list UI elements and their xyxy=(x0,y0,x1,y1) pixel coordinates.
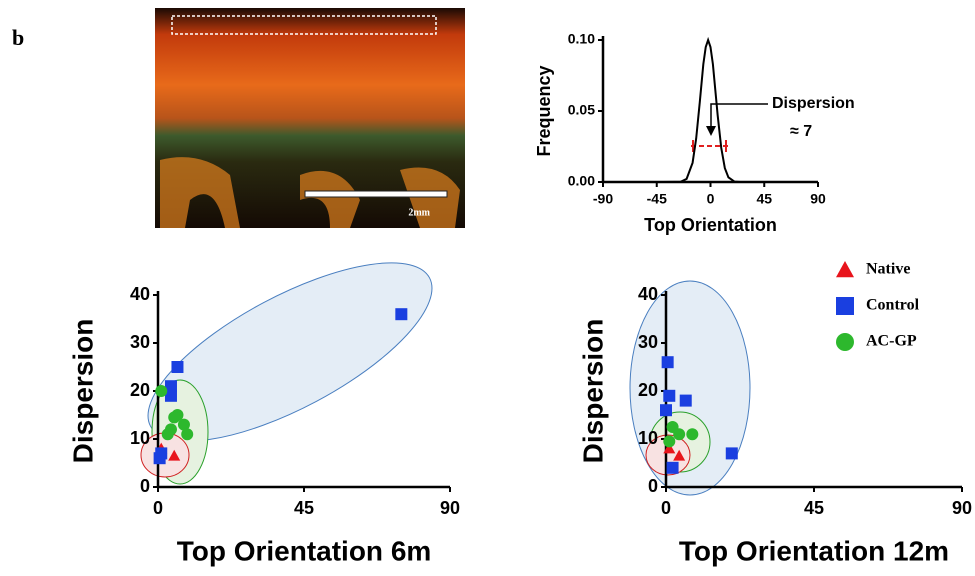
panel-label: b xyxy=(12,25,24,50)
y-tick-label: 40 xyxy=(638,284,658,304)
legend-label: Native xyxy=(866,261,910,278)
y-axis-label: Dispersion xyxy=(577,319,608,464)
scale-bar xyxy=(305,191,447,197)
annotation: Dispersion xyxy=(772,95,855,112)
x-tick-label: 90 xyxy=(810,191,826,207)
y-axis-label: Frequency xyxy=(534,65,554,156)
circle-marker xyxy=(155,385,167,397)
legend-label: AC-GP xyxy=(866,333,917,350)
y-tick-label: 0.00 xyxy=(568,173,595,189)
legend-label: Control xyxy=(866,297,920,314)
scale-bar-label: 2mm xyxy=(408,207,430,218)
x-tick-label: 0 xyxy=(661,498,671,518)
y-tick-label: 0.05 xyxy=(568,102,595,118)
y-tick-label: 0.10 xyxy=(568,31,595,47)
y-axis-label: Dispersion xyxy=(67,319,98,464)
triangle-marker xyxy=(836,261,854,277)
x-tick-label: 45 xyxy=(804,498,824,518)
annotation: ≈ 7 xyxy=(790,123,812,140)
figure: b 2mm Dispersion ≈ 7 0.00 0.05 0.10 -90 -45 0… xyxy=(0,0,975,571)
circle-marker xyxy=(168,411,180,423)
y-tick-label: 10 xyxy=(130,428,150,448)
square-marker xyxy=(395,308,407,320)
square-marker xyxy=(667,462,679,474)
y-tick-label: 30 xyxy=(130,332,150,352)
square-marker xyxy=(171,361,183,373)
x-tick-label: 0 xyxy=(707,191,715,207)
y-tick-label: 30 xyxy=(638,332,658,352)
x-tick-label: -90 xyxy=(593,191,613,207)
y-tick-label: 40 xyxy=(130,284,150,304)
y-tick-label: 0 xyxy=(140,476,150,496)
y-tick-label: 10 xyxy=(638,428,658,448)
square-marker xyxy=(836,297,854,315)
square-marker xyxy=(680,395,692,407)
x-tick-label: 45 xyxy=(756,191,772,207)
x-tick-label: 90 xyxy=(952,498,972,518)
x-tick-label: -45 xyxy=(647,191,667,207)
circle-marker xyxy=(686,428,698,440)
circle-marker xyxy=(673,428,685,440)
circle-marker xyxy=(663,435,675,447)
circle-marker xyxy=(181,428,193,440)
square-marker xyxy=(662,356,674,368)
y-tick-label: 20 xyxy=(638,380,658,400)
square-marker xyxy=(726,447,738,459)
x-tick-label: 45 xyxy=(294,498,314,518)
x-axis-label: Top Orientation 12m xyxy=(679,535,949,566)
x-axis-label: Top Orientation 6m xyxy=(177,535,432,566)
y-tick-label: 0 xyxy=(648,476,658,496)
square-marker xyxy=(660,404,672,416)
ellipses xyxy=(124,228,750,495)
square-marker xyxy=(154,452,166,464)
x-tick-label: 90 xyxy=(440,498,460,518)
annotation-arrowhead xyxy=(706,126,716,136)
x-axis-label: Top Orientation xyxy=(644,215,777,235)
y-tick-label: 20 xyxy=(130,380,150,400)
square-marker xyxy=(663,390,675,402)
micrograph: 2mm xyxy=(155,8,465,228)
circle-marker xyxy=(836,333,854,351)
circle-marker xyxy=(162,428,174,440)
x-tick-label: 0 xyxy=(153,498,163,518)
